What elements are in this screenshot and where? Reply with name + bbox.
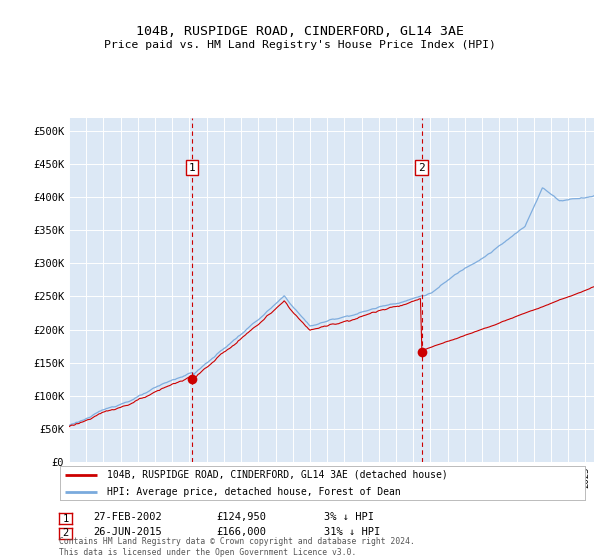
Text: Price paid vs. HM Land Registry's House Price Index (HPI): Price paid vs. HM Land Registry's House … <box>104 40 496 50</box>
Text: £166,000: £166,000 <box>216 527 266 537</box>
Text: 1: 1 <box>62 514 68 524</box>
Text: 31% ↓ HPI: 31% ↓ HPI <box>324 527 380 537</box>
Text: HPI: Average price, detached house, Forest of Dean: HPI: Average price, detached house, Fore… <box>107 487 401 497</box>
Text: 2: 2 <box>62 528 68 538</box>
Text: Contains HM Land Registry data © Crown copyright and database right 2024.
This d: Contains HM Land Registry data © Crown c… <box>59 537 415 557</box>
Text: 1: 1 <box>188 162 196 172</box>
Text: 104B, RUSPIDGE ROAD, CINDERFORD, GL14 3AE (detached house): 104B, RUSPIDGE ROAD, CINDERFORD, GL14 3A… <box>107 470 448 480</box>
Text: £124,950: £124,950 <box>216 512 266 522</box>
Text: 104B, RUSPIDGE ROAD, CINDERFORD, GL14 3AE: 104B, RUSPIDGE ROAD, CINDERFORD, GL14 3A… <box>136 25 464 38</box>
Text: 27-FEB-2002: 27-FEB-2002 <box>93 512 162 522</box>
Text: 2: 2 <box>418 162 425 172</box>
Text: 3% ↓ HPI: 3% ↓ HPI <box>324 512 374 522</box>
Text: 26-JUN-2015: 26-JUN-2015 <box>93 527 162 537</box>
